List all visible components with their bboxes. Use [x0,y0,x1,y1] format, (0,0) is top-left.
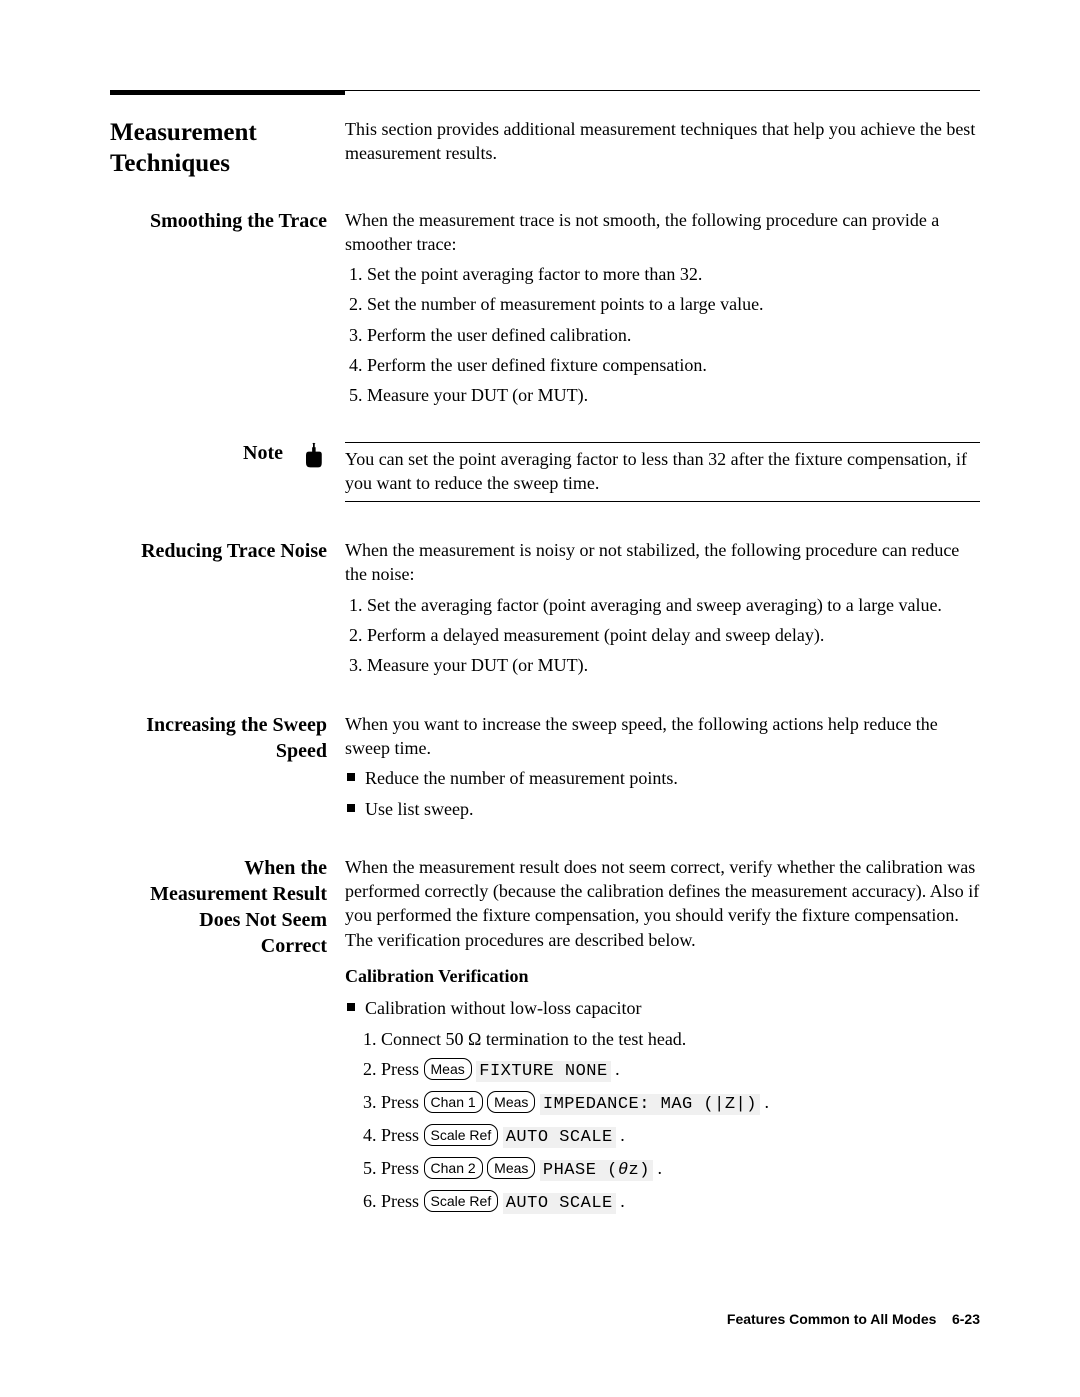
softkey-auto-scale: AUTO SCALE [503,1193,616,1214]
bullets-sweep: Reduce the number of measurement points.… [345,766,980,821]
intro-incorrect: When the measurement result does not see… [345,855,980,952]
step: Connect 50 Ω termination to the test hea… [381,1027,980,1051]
pointing-hand-icon [299,442,327,470]
step: Press Scale Ref AUTO SCALE . [381,1123,980,1150]
step: Perform the user defined fixture compens… [367,353,980,377]
intro-smoothing: When the measurement trace is not smooth… [345,208,980,257]
press: Press [381,1059,424,1079]
note-text: You can set the point averaging factor t… [345,447,980,503]
hardkey-scaleref: Scale Ref [424,1124,499,1146]
step: Press Chan 1 Meas IMPEDANCE: MAG (|Z|) . [381,1090,980,1117]
cal-bullet-list: Calibration without low-loss capacitor [345,996,980,1020]
step: Press Meas FIXTURE NONE . [381,1057,980,1084]
hardkey-scaleref: Scale Ref [424,1190,499,1212]
intro-measurement: This section provides additional measure… [345,117,980,166]
note-label: Note [243,442,283,465]
footer-page: 6-23 [952,1311,980,1327]
press: Press [381,1158,424,1178]
press: Press [381,1092,424,1112]
step: Measure your DUT (or MUT). [367,653,980,677]
step: Press Chan 2 Meas PHASE (θz) . [381,1156,980,1183]
step: Set the averaging factor (point averagin… [367,593,980,617]
step: Set the point averaging factor to more t… [367,262,980,286]
hardkey-chan1: Chan 1 [424,1091,483,1113]
a: PHASE ( [543,1161,618,1180]
top-rule [110,90,980,95]
title-line1: Measurement [110,119,257,146]
step: Perform a delayed measurement (point del… [367,623,980,647]
section-title-measurement: Measurement Techniques [110,117,327,180]
footer-text: Features Common to All Modes [727,1311,937,1327]
step: Measure your DUT (or MUT). [367,383,980,407]
theta: θ [618,1161,629,1180]
l2: Measurement Result [150,883,327,905]
bullet: Use list sweep. [345,797,980,821]
steps-calibration: Connect 50 Ω termination to the test hea… [345,1027,980,1216]
heading-smoothing: Smoothing the Trace [110,208,327,234]
step: Perform the user defined calibration. [367,323,980,347]
step: Set the number of measurement points to … [367,292,980,316]
l4: Correct [261,935,327,957]
hardkey-meas: Meas [487,1091,535,1113]
press: Press [381,1125,424,1145]
heading-reducing: Reducing Trace Noise [110,538,327,564]
title-line2: Techniques [110,150,230,177]
intro-sweep: When you want to increase the sweep spee… [345,712,980,761]
l1: When the [244,857,327,879]
steps-reducing: Set the averaging factor (point averagin… [345,593,980,678]
hardkey-meas: Meas [487,1157,535,1179]
press: Press [381,1191,424,1211]
softkey-phase: PHASE (θz) [540,1160,653,1181]
b: z) [629,1161,650,1180]
softkey-impedance-mag: IMPEDANCE: MAG (|Z|) [540,1094,760,1115]
step: Press Scale Ref AUTO SCALE . [381,1189,980,1216]
intro-reducing: When the measurement is noisy or not sta… [345,538,980,587]
hardkey-chan2: Chan 2 [424,1157,483,1179]
t1: Increasing the Sweep [146,714,327,736]
softkey-fixture-none: FIXTURE NONE [476,1061,610,1082]
heading-sweep: Increasing the Sweep Speed [110,712,327,764]
bullet: Reduce the number of measurement points. [345,766,980,790]
heading-incorrect: When the Measurement Result Does Not See… [110,855,327,959]
subheading-calibration: Calibration Verification [345,964,980,988]
hardkey-meas: Meas [424,1058,472,1080]
steps-smoothing: Set the point averaging factor to more t… [345,262,980,407]
t2: Speed [276,740,327,762]
softkey-auto-scale: AUTO SCALE [503,1127,616,1148]
l3: Does Not Seem [199,909,327,931]
bullet: Calibration without low-loss capacitor [345,996,980,1020]
page-footer: Features Common to All Modes 6-23 [727,1311,980,1327]
